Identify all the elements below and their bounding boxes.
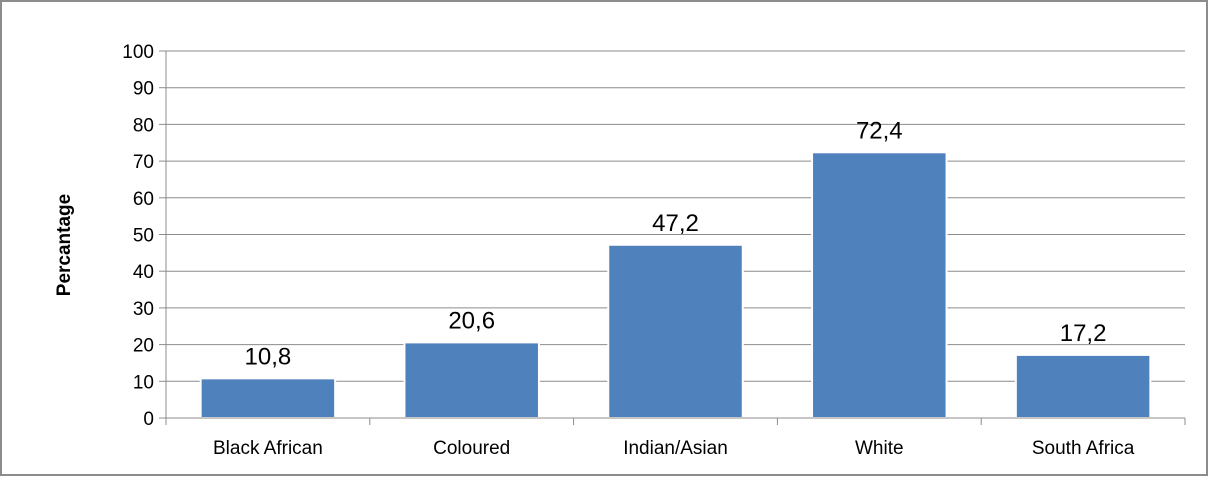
y-tick-label: 40 [133, 262, 154, 283]
y-tick-label: 60 [133, 189, 154, 210]
bar-black-african [199, 377, 337, 420]
y-axis-label: Percantage [54, 194, 75, 296]
data-label: 20,6 [448, 307, 495, 334]
x-tick-label: White [855, 438, 904, 459]
y-tick-label: 70 [133, 152, 154, 173]
y-tick-label: 100 [122, 42, 154, 63]
data-labels: 10,8 20,6 47,2 72,4 17,2 [245, 117, 1107, 370]
y-tick-label: 10 [133, 372, 154, 393]
bars [199, 151, 1152, 420]
data-label: 72,4 [856, 117, 903, 144]
x-tick-label: Coloured [433, 438, 510, 459]
y-tick-label: 0 [143, 409, 154, 430]
y-tick-label: 80 [133, 115, 154, 136]
x-tick-label: Black African [213, 438, 323, 459]
bar-south-africa [1014, 353, 1152, 420]
x-tick-label: South Africa [1032, 438, 1135, 459]
data-label: 17,2 [1060, 320, 1107, 347]
y-tick-label: 50 [133, 226, 154, 247]
y-axis-ticks: 0 10 20 30 40 50 60 70 80 90 100 [122, 42, 166, 430]
bar-indian-asian [607, 243, 744, 419]
y-tick-label: 30 [133, 299, 154, 320]
y-tick-label: 90 [133, 79, 154, 100]
x-axis-ticks: Black African Coloured Indian/Asian White So… [165, 418, 1186, 459]
data-label: 47,2 [652, 210, 699, 237]
data-label: 10,8 [245, 343, 292, 370]
y-tick-label: 20 [133, 336, 154, 357]
bar-white [811, 151, 948, 420]
x-tick-label: Indian/Asian [623, 438, 728, 459]
bar-coloured [403, 341, 540, 420]
